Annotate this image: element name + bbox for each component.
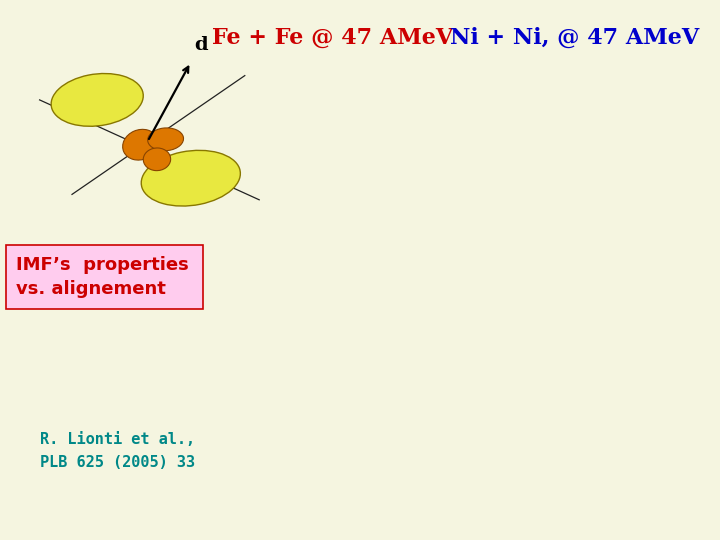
Text: Fe + Fe @ 47 AMeV: Fe + Fe @ 47 AMeV	[212, 27, 454, 49]
Ellipse shape	[141, 150, 240, 206]
Text: vs. alignement: vs. alignement	[16, 280, 166, 298]
Ellipse shape	[143, 148, 171, 171]
FancyBboxPatch shape	[6, 245, 203, 309]
Text: R. Lionti et al.,: R. Lionti et al.,	[40, 432, 194, 447]
Ellipse shape	[51, 73, 143, 126]
Text: d: d	[194, 36, 208, 54]
Text: PLB 625 (2005) 33: PLB 625 (2005) 33	[40, 455, 194, 470]
Text: Ni + Ni, @ 47 AMeV: Ni + Ni, @ 47 AMeV	[450, 27, 699, 49]
Ellipse shape	[148, 128, 184, 151]
Ellipse shape	[122, 130, 158, 160]
Text: IMF’s  properties: IMF’s properties	[16, 256, 189, 274]
